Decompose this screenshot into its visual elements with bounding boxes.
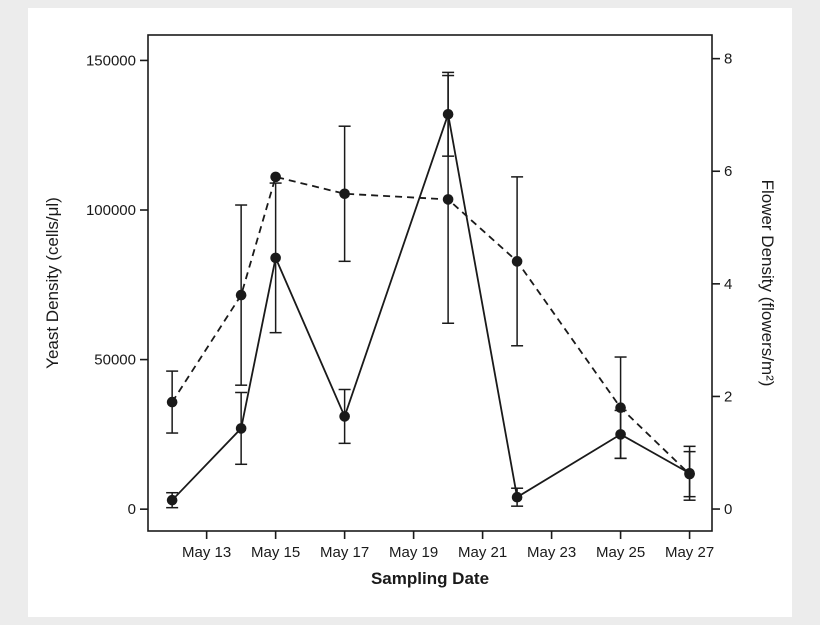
right-tick-label: 0 <box>724 501 732 518</box>
right-tick-label: 4 <box>724 276 732 293</box>
data-point <box>166 494 178 506</box>
x-tick-label: May 19 <box>389 544 438 561</box>
data-point <box>615 402 626 414</box>
data-point <box>511 491 523 503</box>
x-tick-label: May 25 <box>596 544 645 561</box>
right-tick-label: 2 <box>724 388 732 405</box>
left-tick-label: 0 <box>128 501 136 518</box>
x-tick-label: May 21 <box>458 544 507 561</box>
data-point <box>270 252 281 264</box>
right-axis-title: Flower Density (flowers/m²) <box>758 180 777 387</box>
right-tick-label: 8 <box>724 51 732 68</box>
data-point <box>270 171 281 183</box>
left-axis-title: Yeast Density (cells/μl) <box>43 197 62 369</box>
data-point <box>339 411 350 422</box>
left-tick-label: 100000 <box>86 202 136 219</box>
data-point <box>511 256 523 267</box>
x-axis-title: Sampling Date <box>371 569 489 588</box>
data-point <box>339 188 350 200</box>
left-tick-label: 50000 <box>94 352 136 369</box>
x-tick-label: May 23 <box>527 544 576 561</box>
plot-area: 0 50000 100000 150000 0 2 4 6 8 May 13 May 15 May 1… <box>86 34 732 561</box>
data-point <box>235 423 247 434</box>
x-tick-label: May 17 <box>320 544 369 561</box>
x-tick-label: May 13 <box>182 544 231 561</box>
plot-frame <box>147 34 713 532</box>
series-line-solid <box>171 110 691 501</box>
data-point <box>235 289 247 301</box>
x-tick-label: May 15 <box>251 544 300 561</box>
data-point <box>166 396 178 408</box>
right-tick-label: 6 <box>724 163 732 180</box>
series-line-dashed <box>171 175 691 475</box>
x-tick-label: May 27 <box>665 544 714 561</box>
left-tick-label: 150000 <box>86 52 136 69</box>
data-point <box>684 468 695 480</box>
data-point <box>442 194 454 205</box>
